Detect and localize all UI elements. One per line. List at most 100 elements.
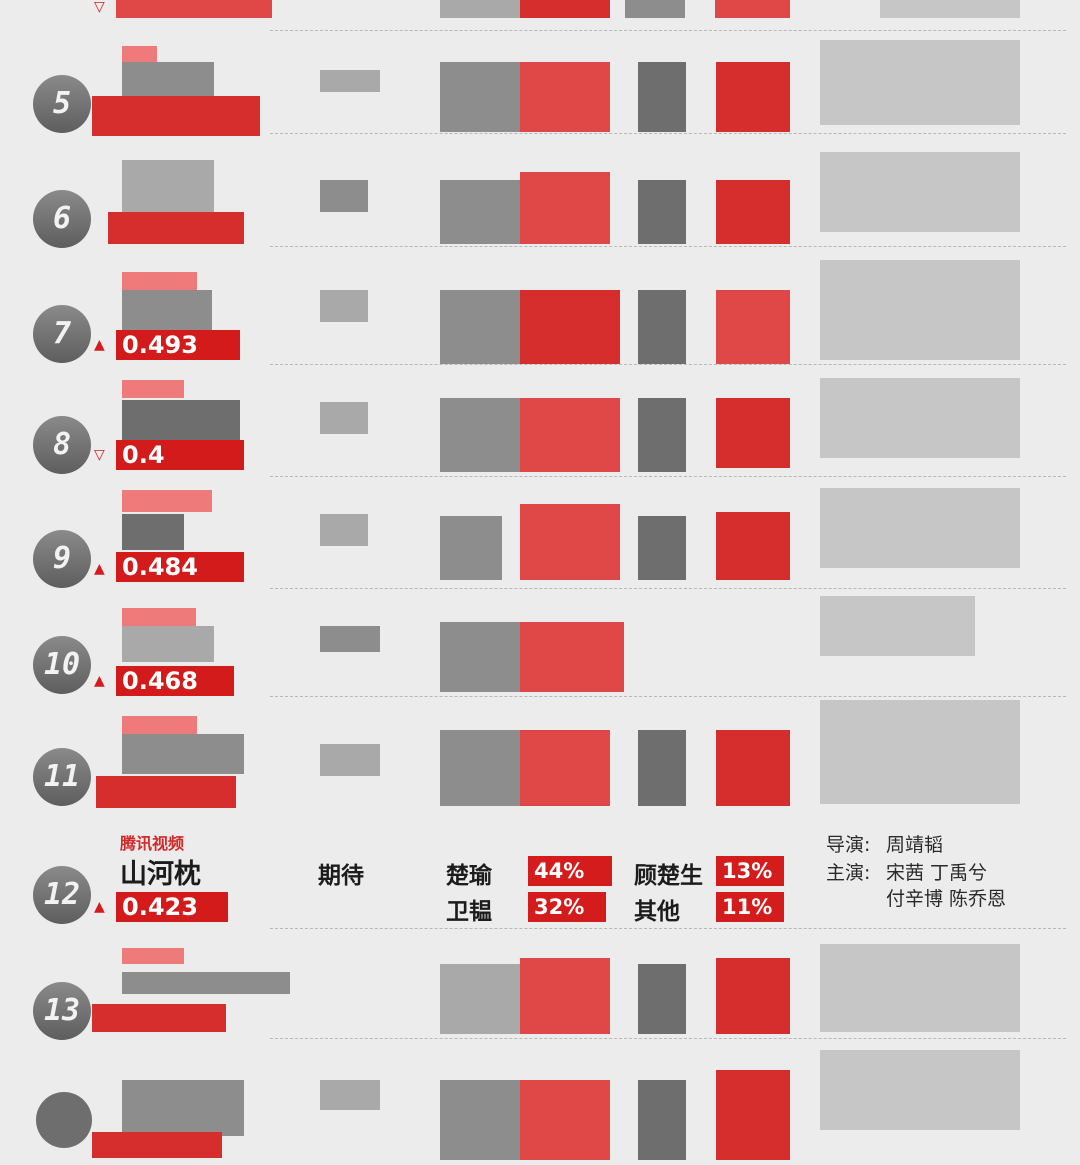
blurred-block: [880, 0, 1020, 18]
blurred-credits: [820, 700, 1020, 804]
blurred-status: [320, 744, 380, 776]
triangle-up-icon: ▲: [94, 673, 105, 689]
drama-title[interactable]: 山河枕: [120, 859, 201, 890]
blurred-title: [122, 290, 212, 330]
blurred-credits: [820, 260, 1020, 360]
blurred-pct: [716, 958, 790, 1034]
blurred-pct: [716, 62, 790, 132]
role-name: 楚瑜: [446, 863, 492, 889]
blurred-role: [440, 180, 520, 244]
blurred-status: [320, 1080, 380, 1110]
blurred-role: [638, 62, 686, 132]
ranking-row-12[interactable]: 12 腾讯视频 山河枕 ▲ 0.423 期待 楚瑜 44% 卫韫 32% 顾楚生…: [0, 818, 1080, 944]
blurred-pct: [520, 730, 610, 806]
blurred-role: [638, 1080, 686, 1160]
blurred-pct: [520, 1080, 610, 1160]
rank-badge: 6: [33, 190, 91, 248]
blurred-pct: [520, 290, 620, 364]
ranking-row: 11: [0, 700, 1080, 818]
blurred-status: [320, 290, 368, 322]
blurred-pct: [716, 512, 790, 580]
blurred-role: [638, 516, 686, 580]
platform-label: 腾讯视频: [120, 834, 185, 853]
blurred-block: [520, 0, 610, 18]
cast-line-1: 宋茜 丁禹兮: [886, 862, 988, 884]
blurred-role: [638, 290, 686, 364]
blurred-block: [122, 716, 197, 734]
blurred-role: [440, 730, 520, 806]
cast-line-2: 付辛博 陈乔恩: [886, 888, 1007, 910]
blurred-pct: [520, 172, 610, 244]
blurred-title: [122, 1080, 244, 1136]
ranking-row: 6: [0, 150, 1080, 260]
blurred-credits: [820, 1050, 1020, 1130]
ranking-row-partial: ▽: [0, 0, 1080, 32]
ranking-row: 13: [0, 944, 1080, 1050]
blurred-role: [638, 964, 686, 1034]
blurred-score: [96, 776, 236, 808]
blurred-role: [440, 290, 520, 364]
role-percentage: 11%: [716, 892, 784, 922]
rank-badge: 9: [33, 530, 91, 588]
blurred-score: [92, 1004, 226, 1032]
blurred-title: [122, 160, 214, 212]
blurred-pct: [520, 622, 624, 692]
blurred-title: [122, 400, 240, 440]
blurred-status: [320, 626, 380, 652]
rank-badge: 8: [33, 416, 91, 474]
triangle-up-icon: ▲: [94, 337, 105, 353]
blurred-pct: [716, 730, 790, 806]
blurred-pct: [716, 290, 790, 364]
blurred-status: [320, 402, 368, 434]
role-name: 卫韫: [446, 899, 492, 925]
rank-badge: 13: [33, 982, 91, 1040]
rank-badge: 12: [33, 866, 91, 924]
blurred-title: [122, 972, 290, 994]
blurred-credits: [820, 488, 1020, 568]
score-badge: 0.4: [116, 440, 244, 470]
blurred-pct: [520, 958, 610, 1034]
blurred-block: [122, 380, 184, 398]
blurred-title: [122, 514, 184, 550]
blurred-score: [108, 212, 244, 244]
blurred-pct: [716, 398, 790, 468]
ranking-row: 5: [0, 40, 1080, 150]
blurred-role: [638, 180, 686, 244]
blurred-pct: [520, 504, 620, 580]
blurred-title: [122, 734, 244, 774]
blurred-status: [320, 514, 368, 546]
score-badge: 0.493: [116, 330, 240, 360]
status-label: 期待: [318, 863, 364, 889]
triangle-down-outline-icon: ▽: [94, 447, 105, 463]
blurred-role: [638, 730, 686, 806]
blurred-role: [440, 622, 520, 692]
blurred-title: [122, 626, 214, 662]
blurred-title: [122, 62, 214, 102]
triangle-up-icon: ▲: [94, 899, 105, 915]
blurred-score: [92, 96, 260, 136]
ranking-row: 7 ▲ 0.493: [0, 260, 1080, 372]
blurred-credits: [820, 944, 1020, 1032]
director-name: 周靖韬: [886, 834, 944, 856]
blurred-block: [122, 608, 196, 626]
triangle-up-icon: ▲: [94, 561, 105, 577]
rank-badge: 11: [33, 748, 91, 806]
blurred-block: [122, 272, 197, 290]
blurred-pct: [716, 1070, 790, 1160]
score-badge: 0.484: [116, 552, 244, 582]
role-percentage: 13%: [716, 856, 784, 886]
cast-label: 主演:: [826, 862, 871, 884]
blurred-credits: [820, 378, 1020, 458]
rank-badge: 7: [33, 305, 91, 363]
blurred-pct: [716, 180, 790, 244]
score-badge: 0.468: [116, 666, 234, 696]
rank-badge: 5: [33, 75, 91, 133]
blurred-status: [320, 180, 368, 212]
role-name: 其他: [634, 899, 680, 925]
blurred-block: [625, 0, 685, 18]
blurred-role: [440, 516, 502, 580]
blurred-block: [715, 0, 790, 18]
blurred-status: [320, 70, 380, 92]
blurred-credits: [820, 40, 1020, 125]
role-percentage: 32%: [528, 892, 606, 922]
